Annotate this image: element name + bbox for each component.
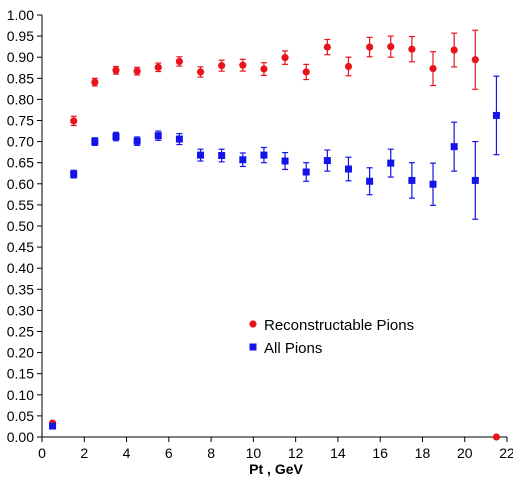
- legend-marker-reconstructable-pions: [249, 320, 257, 328]
- y-tick-label: 0.25: [7, 324, 34, 340]
- data-point: [344, 62, 353, 71]
- data-point: [196, 68, 205, 76]
- data-point: [387, 159, 395, 167]
- legend-box: [236, 304, 440, 370]
- data-point: [281, 157, 289, 165]
- legend-label-reconstructable-pions: Reconstructable Pions: [264, 317, 414, 334]
- data-point: [471, 176, 479, 184]
- x-tick-label: 6: [165, 445, 173, 461]
- data-point: [154, 63, 162, 71]
- x-tick-label: 20: [457, 445, 473, 461]
- data-point: [91, 138, 99, 146]
- data-point: [366, 43, 374, 51]
- y-tick-label: 0.10: [7, 387, 34, 403]
- y-tick-label: 0.45: [7, 239, 34, 255]
- data-point: [302, 68, 310, 76]
- data-point: [175, 135, 183, 143]
- y-tick-label: 0.85: [7, 70, 34, 86]
- data-point: [154, 132, 162, 140]
- y-tick-label: 0.60: [7, 176, 34, 192]
- x-tick-label: 2: [80, 445, 88, 461]
- x-tick-label: 18: [415, 445, 431, 461]
- x-tick-label: 10: [246, 445, 262, 461]
- y-tick-label: 0.65: [7, 155, 34, 171]
- data-point: [323, 43, 331, 51]
- x-tick-label: 16: [372, 445, 388, 461]
- y-tick-label: 0.95: [7, 28, 34, 44]
- data-point: [281, 54, 289, 62]
- y-tick-label: 0.70: [7, 134, 34, 150]
- data-point: [260, 65, 268, 73]
- legend-label-all-pions: All Pions: [264, 340, 322, 357]
- data-point: [49, 422, 57, 430]
- data-point: [175, 57, 183, 66]
- x-tick-label: 8: [207, 445, 215, 461]
- x-tick-label: 12: [288, 445, 304, 461]
- data-point: [302, 168, 310, 176]
- data-point: [492, 111, 500, 119]
- ticks: 0.00 0.05 0.10 0.15 0.20 0.25 0.30 0.35 0.40 0.45…: [7, 7, 513, 461]
- series-all-pions: [49, 75, 500, 430]
- y-tick-label: 0.80: [7, 91, 34, 107]
- data-point: [387, 43, 395, 51]
- data-point: [344, 165, 352, 173]
- data-point: [112, 66, 120, 74]
- data-point: [408, 176, 416, 184]
- data-point: [133, 67, 141, 75]
- legend-marker-all-pions: [249, 343, 257, 351]
- data-point: [70, 170, 78, 178]
- data-point: [450, 143, 458, 151]
- data-point: [323, 157, 331, 165]
- x-tick-label: 4: [123, 445, 131, 461]
- series-layer: [48, 29, 501, 441]
- data-point: [70, 117, 78, 125]
- data-point: [471, 56, 479, 64]
- data-point: [112, 133, 120, 141]
- data-point: [429, 64, 437, 73]
- y-tick-label: 0.20: [7, 345, 34, 361]
- data-point: [239, 61, 247, 69]
- series-reconstructable-pions: [48, 29, 501, 441]
- y-tick-label: 1.00: [7, 7, 34, 23]
- x-tick-label: 14: [330, 445, 346, 461]
- y-tick-label: 0.40: [7, 260, 34, 276]
- x-tick-label: 0: [38, 445, 46, 461]
- data-point: [91, 78, 99, 86]
- data-point: [408, 45, 416, 53]
- y-tick-label: 0.50: [7, 218, 34, 234]
- y-tick-label: 0.35: [7, 281, 34, 297]
- data-point: [218, 152, 226, 160]
- y-tick-label: 0.15: [7, 366, 34, 382]
- x-axis-label: Pt , GeV: [249, 461, 303, 477]
- data-point: [429, 180, 437, 188]
- x-tick-label: 22: [499, 445, 513, 461]
- data-point: [492, 433, 501, 441]
- axes: [41, 15, 507, 438]
- y-tick-label: 0.90: [7, 49, 34, 65]
- data-point: [239, 156, 247, 164]
- y-tick-label: 0.30: [7, 302, 34, 318]
- data-point: [450, 46, 458, 54]
- y-tick-label: 0.05: [7, 408, 34, 424]
- data-point: [133, 137, 141, 145]
- data-point: [197, 151, 205, 159]
- data-point: [366, 177, 374, 185]
- y-tick-label: 0.75: [7, 113, 34, 129]
- data-point: [260, 151, 268, 159]
- y-tick-label: 0.00: [7, 429, 34, 445]
- data-point: [218, 62, 226, 70]
- legend: Reconstructable Pions All Pions: [236, 304, 440, 370]
- y-tick-label: 0.55: [7, 197, 34, 213]
